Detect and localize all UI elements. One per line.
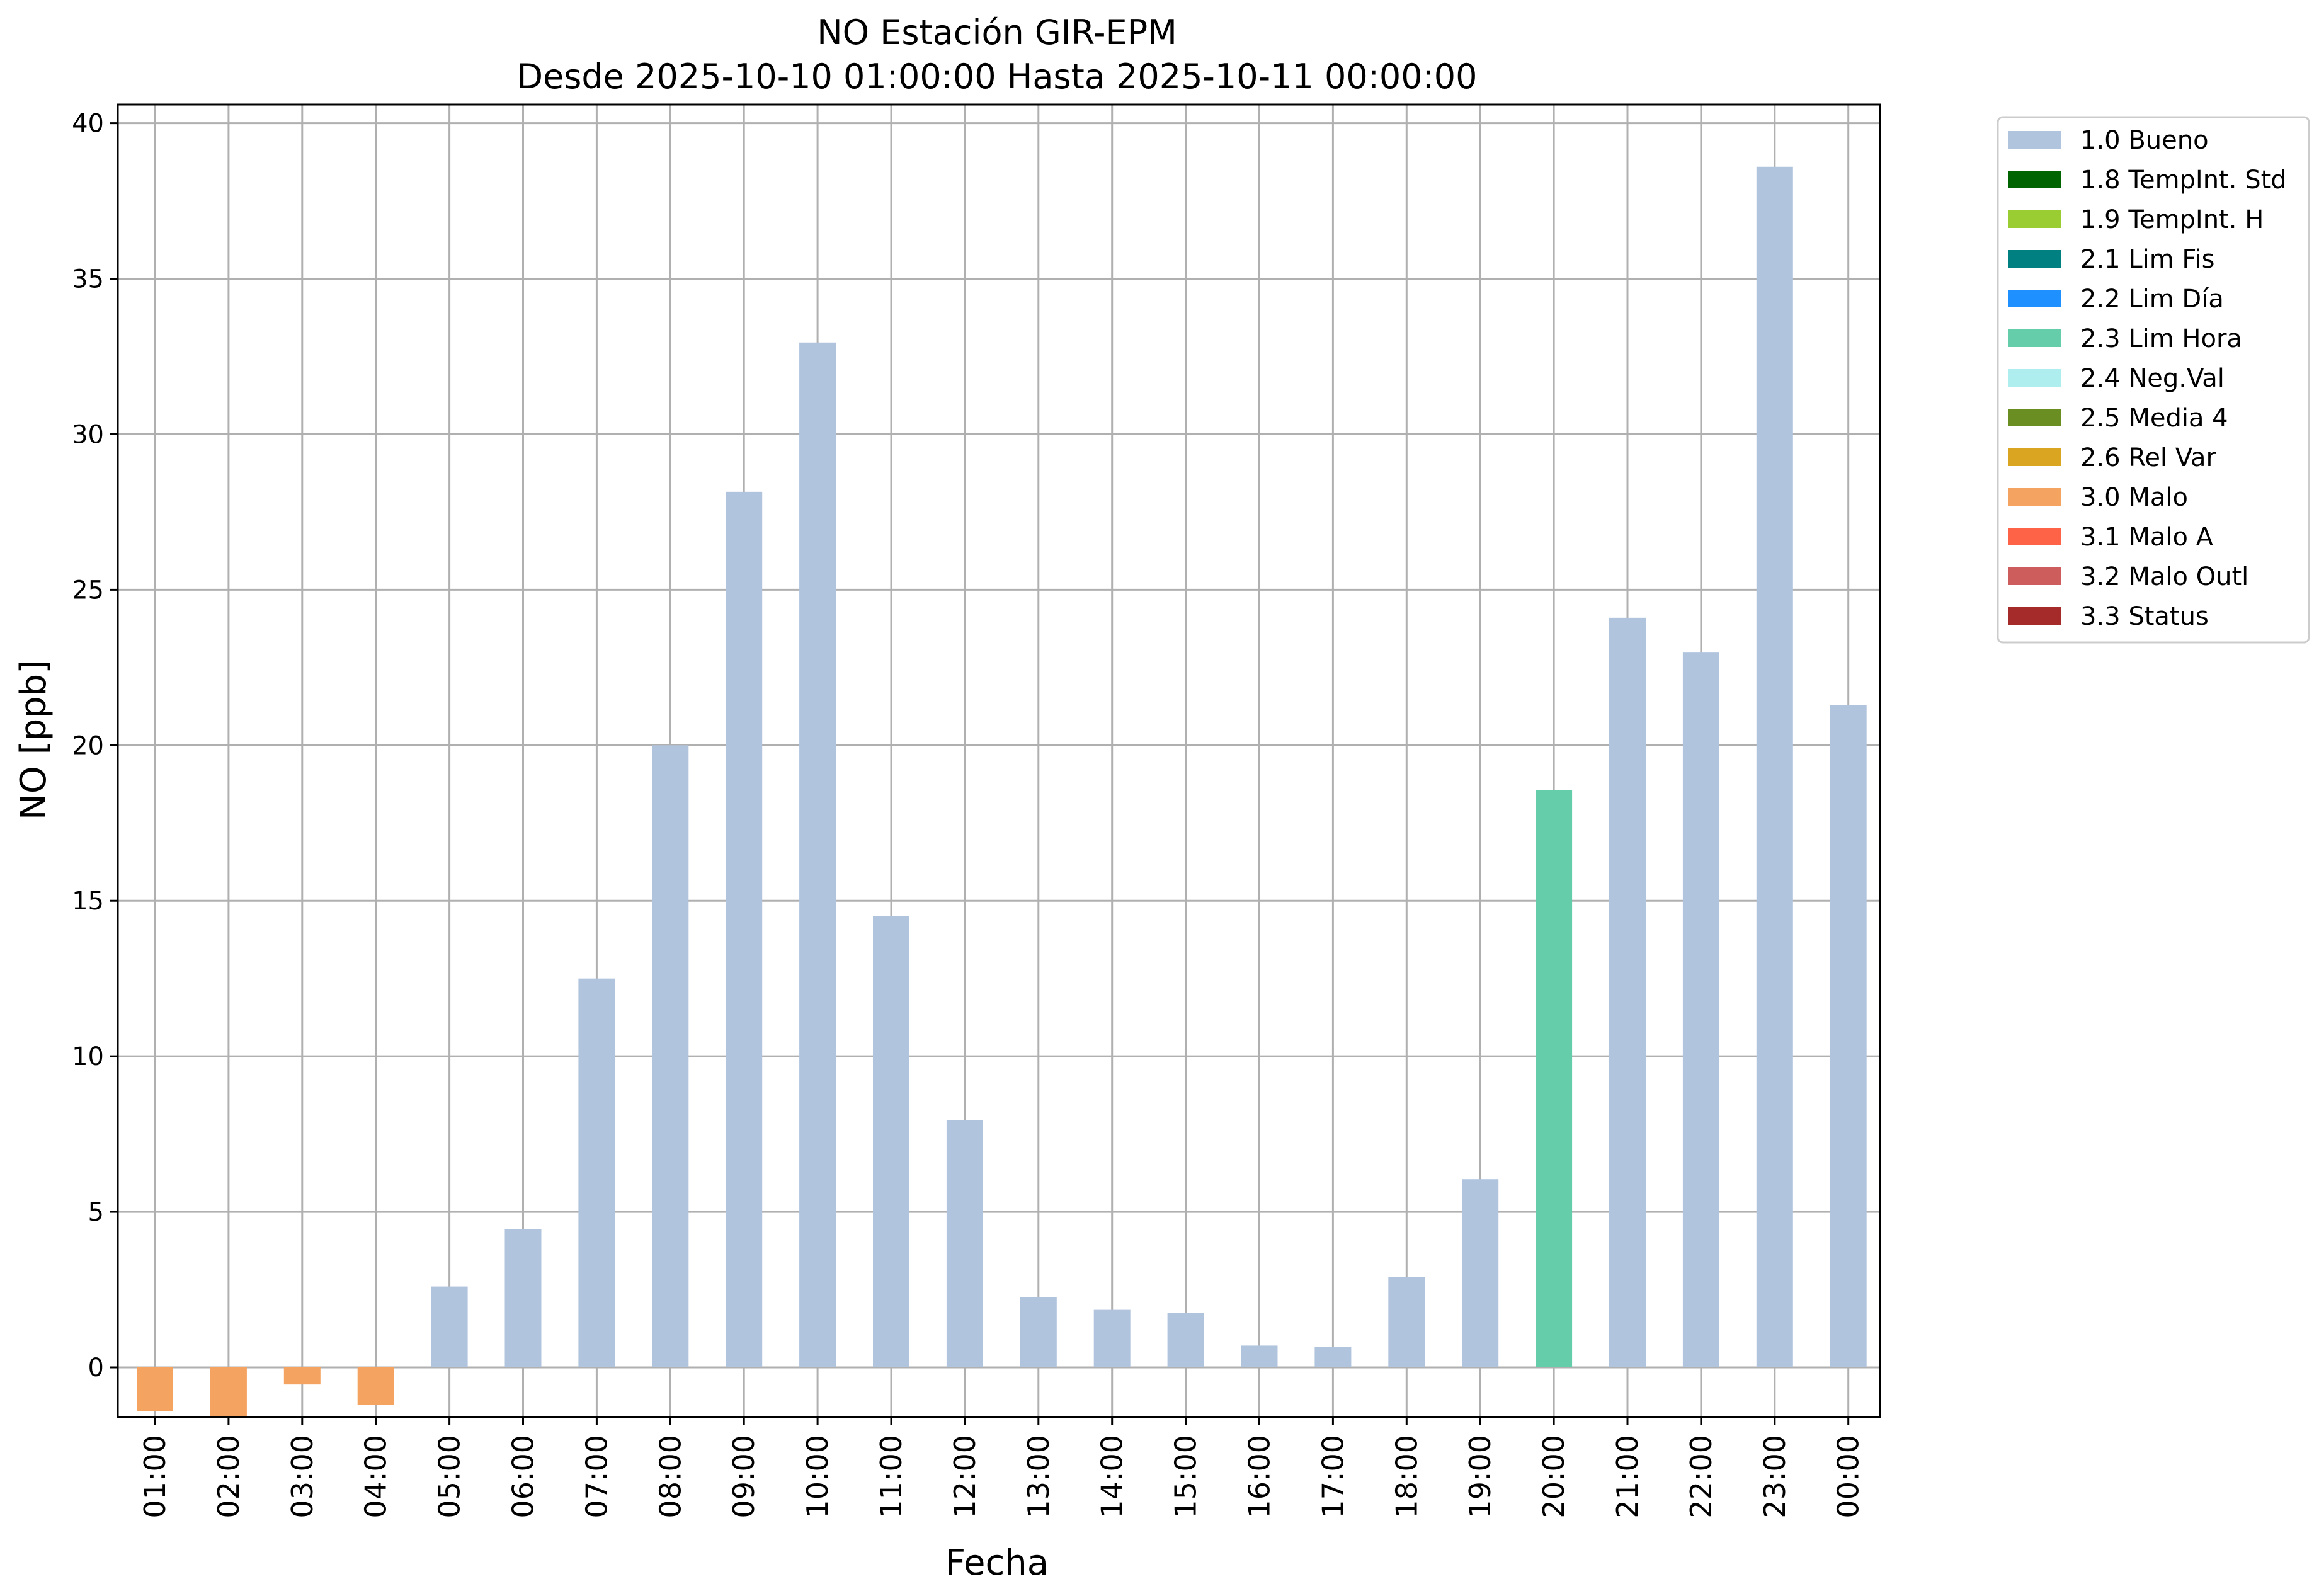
legend-swatch (2008, 131, 2061, 149)
legend-swatch (2008, 448, 2061, 466)
bar (1020, 1297, 1057, 1367)
bar (726, 491, 763, 1367)
x-tick-label: 21:00 (1610, 1435, 1644, 1519)
bar (1167, 1313, 1204, 1367)
x-tick-label: 15:00 (1169, 1435, 1203, 1519)
y-tick-label: 15 (72, 887, 104, 916)
x-tick-label: 17:00 (1316, 1435, 1350, 1519)
legend-swatch (2008, 290, 2061, 307)
bar (1314, 1347, 1352, 1367)
x-tick-label: 11:00 (874, 1435, 908, 1519)
x-tick-label: 00:00 (1832, 1435, 1866, 1519)
y-tick-label: 5 (88, 1198, 104, 1227)
x-tick-label: 05:00 (433, 1435, 467, 1519)
x-tick-label: 13:00 (1022, 1435, 1056, 1519)
legend-swatch (2008, 528, 2061, 545)
y-tick-label: 10 (72, 1042, 104, 1071)
bar (431, 1286, 468, 1367)
x-tick-label: 02:00 (212, 1435, 246, 1519)
bars (137, 166, 1867, 1417)
bar (1241, 1345, 1278, 1367)
bar (799, 342, 836, 1367)
x-tick-label: 14:00 (1095, 1435, 1129, 1519)
legend-label: 3.1 Malo A (2080, 523, 2214, 552)
bar (1093, 1309, 1131, 1367)
x-tick-label: 06:00 (506, 1435, 540, 1519)
bar (1536, 790, 1573, 1367)
legend-swatch (2008, 607, 2061, 625)
bar (1682, 652, 1719, 1367)
bar (504, 1229, 542, 1367)
x-tick-label: 22:00 (1684, 1435, 1718, 1519)
legend-swatch (2008, 488, 2061, 506)
x-tick-label: 20:00 (1537, 1435, 1571, 1519)
legend-label: 2.5 Media 4 (2080, 404, 2228, 433)
y-axis-label: NO [ppb] (13, 660, 54, 820)
legend-swatch (2008, 250, 2061, 268)
legend-swatch (2008, 210, 2061, 228)
legend-swatch (2008, 369, 2061, 387)
legend-swatch (2008, 171, 2061, 188)
x-tick-label: 12:00 (948, 1435, 982, 1519)
bar (357, 1367, 394, 1405)
bar (1462, 1179, 1499, 1367)
bar (137, 1367, 173, 1411)
legend-swatch (2008, 567, 2061, 585)
bar (1830, 705, 1867, 1367)
x-axis-label: Fecha (945, 1542, 1049, 1583)
y-tick-label: 0 (88, 1354, 104, 1382)
legend-label: 1.0 Bueno (2080, 126, 2209, 155)
bar (1756, 166, 1793, 1367)
x-tick-label: 04:00 (359, 1435, 393, 1519)
legend-swatch (2008, 329, 2061, 347)
x-tick-label: 08:00 (653, 1435, 687, 1519)
y-tick-label: 35 (72, 265, 104, 294)
bar (578, 978, 615, 1367)
chart-subtitle: Desde 2025-10-10 01:00:00 Hasta 2025-10-… (516, 57, 1477, 96)
legend-swatch (2008, 409, 2061, 426)
legend-label: 2.4 Neg.Val (2080, 364, 2225, 393)
bar (873, 916, 909, 1367)
chart-title: NO Estación GIR-EPM (817, 13, 1177, 52)
x-tick-label: 19:00 (1463, 1435, 1497, 1519)
legend-label: 2.6 Rel Var (2080, 443, 2217, 472)
y-tick-label: 20 (72, 731, 104, 760)
x-tick-label: 18:00 (1389, 1435, 1423, 1519)
bar (1609, 617, 1646, 1367)
y-ticks: 0 5 10 15 20 25 30 35 40 (72, 110, 118, 1382)
legend-label: 3.3 Status (2080, 602, 2209, 631)
x-tick-label: 09:00 (727, 1435, 761, 1519)
x-tick-label: 10:00 (801, 1435, 835, 1519)
x-tick-label: 03:00 (285, 1435, 319, 1519)
x-tick-label: 07:00 (579, 1435, 613, 1519)
legend: 1.0 Bueno 1.8 TempInt. Std 1.9 TempInt. H 2… (1997, 116, 2310, 644)
plot-frame (117, 103, 1881, 1418)
y-tick-label: 40 (72, 110, 104, 139)
legend-label: 3.2 Malo Outl (2080, 562, 2248, 591)
y-tick-label: 30 (72, 420, 104, 449)
x-ticks: 01:00 02:00 03:00 04:00 05:00 06:00 07:00 08:00… (138, 1417, 1866, 1519)
x-tick-label: 16:00 (1243, 1435, 1277, 1519)
bar (652, 745, 689, 1367)
bar (210, 1367, 247, 1417)
legend-label: 2.1 Lim Fis (2080, 245, 2214, 274)
x-tick-label: 23:00 (1758, 1435, 1792, 1519)
legend-label: 1.9 TempInt. H (2080, 205, 2264, 234)
y-tick-label: 25 (72, 576, 104, 605)
bar (946, 1120, 983, 1367)
legend-label: 2.3 Lim Hora (2080, 324, 2242, 353)
bar (283, 1367, 321, 1385)
bar (1388, 1277, 1425, 1367)
legend-label: 1.8 TempInt. Std (2080, 166, 2287, 195)
x-tick-label: 01:00 (138, 1435, 172, 1519)
legend-box (1997, 116, 2310, 644)
legend-label: 3.0 Malo (2080, 483, 2188, 512)
legend-label: 2.2 Lim Día (2080, 285, 2224, 314)
